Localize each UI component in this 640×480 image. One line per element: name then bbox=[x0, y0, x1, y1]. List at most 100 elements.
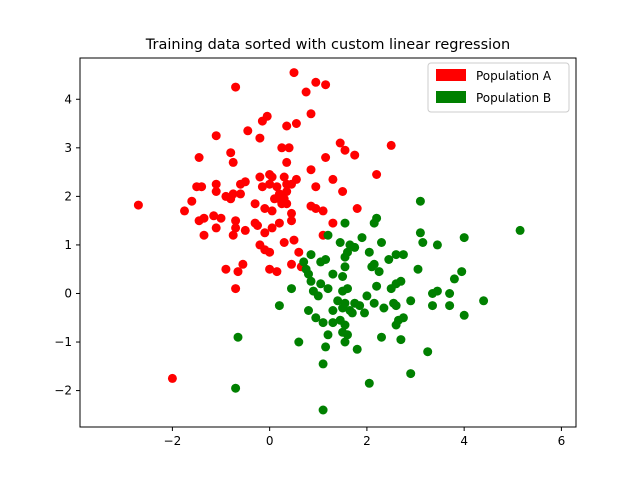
point-population-a-18 bbox=[226, 148, 236, 158]
point-population-a-67 bbox=[216, 213, 226, 223]
point-population-b-90 bbox=[423, 347, 433, 357]
point-population-b-57 bbox=[369, 298, 379, 308]
point-population-a-92 bbox=[238, 259, 248, 269]
point-population-b-86 bbox=[377, 332, 386, 342]
point-population-a-47 bbox=[282, 187, 292, 196]
point-population-b-34 bbox=[316, 279, 326, 289]
point-population-b-51 bbox=[362, 291, 372, 301]
point-population-b-70 bbox=[360, 308, 369, 318]
point-population-b-23 bbox=[340, 252, 350, 262]
point-population-a-93 bbox=[233, 267, 243, 277]
point-population-b-13 bbox=[377, 238, 386, 247]
point-population-a-10 bbox=[211, 131, 221, 141]
point-population-b-24 bbox=[384, 255, 394, 264]
point-population-b-6 bbox=[357, 233, 367, 243]
point-population-a-1 bbox=[311, 77, 321, 87]
y-tick-label: 0 bbox=[64, 286, 72, 300]
point-population-b-59 bbox=[406, 296, 416, 306]
point-population-a-19 bbox=[340, 145, 350, 155]
point-population-a-85 bbox=[279, 238, 289, 247]
point-population-b-1 bbox=[515, 225, 525, 235]
point-population-a-7 bbox=[257, 116, 267, 126]
point-population-a-64 bbox=[318, 206, 328, 216]
point-population-b-22 bbox=[316, 257, 326, 267]
point-population-a-12 bbox=[255, 133, 265, 143]
point-population-a-25 bbox=[372, 170, 382, 179]
point-population-b-27 bbox=[328, 269, 338, 279]
point-population-a-23 bbox=[282, 157, 292, 167]
point-population-a-96 bbox=[287, 259, 296, 269]
point-population-b-28 bbox=[340, 262, 350, 272]
point-population-a-73 bbox=[274, 218, 284, 228]
point-population-a-69 bbox=[194, 216, 204, 226]
point-population-b-5 bbox=[323, 230, 333, 240]
point-population-a-94 bbox=[265, 264, 275, 274]
point-population-a-62 bbox=[287, 208, 296, 218]
point-population-b-9 bbox=[459, 233, 469, 243]
point-population-b-50 bbox=[313, 291, 323, 301]
y-axis: −2 −1 0 1 2 3 4 bbox=[54, 92, 80, 398]
point-population-a-26 bbox=[255, 172, 265, 182]
point-population-b-67 bbox=[391, 301, 401, 311]
point-population-b-40 bbox=[287, 284, 296, 294]
point-population-a-82 bbox=[228, 230, 238, 240]
point-population-b-7 bbox=[415, 228, 425, 238]
point-population-b-45 bbox=[386, 284, 396, 294]
point-population-a-71 bbox=[231, 216, 241, 226]
x-axis: −2 0 2 4 6 bbox=[164, 427, 565, 448]
point-population-b-32 bbox=[457, 267, 467, 277]
point-population-b-17 bbox=[391, 250, 401, 260]
point-population-a-13 bbox=[335, 138, 345, 148]
y-tick-label: −2 bbox=[54, 384, 72, 398]
point-population-a-2 bbox=[321, 80, 331, 90]
point-population-a-70 bbox=[306, 201, 316, 211]
point-population-a-98 bbox=[231, 284, 241, 294]
point-population-a-95 bbox=[272, 267, 282, 277]
point-population-a-17 bbox=[194, 153, 204, 162]
point-population-b-62 bbox=[479, 296, 489, 306]
point-population-b-66 bbox=[379, 303, 389, 313]
point-population-a-0 bbox=[289, 68, 299, 78]
point-population-b-72 bbox=[311, 313, 321, 323]
point-population-b-4 bbox=[340, 218, 350, 228]
point-population-a-24 bbox=[306, 165, 316, 175]
point-population-b-87 bbox=[396, 335, 406, 345]
point-population-a-22 bbox=[228, 157, 238, 167]
point-population-b-83 bbox=[233, 332, 243, 342]
point-population-a-9 bbox=[282, 121, 292, 131]
point-population-a-81 bbox=[199, 230, 209, 240]
point-population-a-58 bbox=[180, 206, 189, 216]
point-population-b-43 bbox=[343, 284, 352, 294]
point-population-b-14 bbox=[418, 238, 428, 247]
point-population-b-0 bbox=[415, 196, 425, 206]
point-population-a-74 bbox=[267, 223, 277, 233]
point-population-a-90 bbox=[265, 247, 275, 257]
point-population-a-33 bbox=[211, 179, 221, 189]
legend-swatch-population-b bbox=[436, 91, 466, 103]
point-population-b-8 bbox=[432, 240, 442, 250]
point-population-a-16 bbox=[277, 143, 287, 153]
point-population-a-43 bbox=[211, 187, 221, 196]
x-tick-label: 0 bbox=[266, 434, 274, 448]
legend-label-population-b: Population B bbox=[476, 91, 551, 105]
point-population-a-38 bbox=[272, 182, 282, 192]
point-population-a-20 bbox=[321, 153, 331, 162]
point-population-a-42 bbox=[311, 182, 321, 192]
chart-title: Training data sorted with custom linear … bbox=[145, 37, 510, 53]
point-population-a-60 bbox=[260, 204, 270, 213]
point-population-b-79 bbox=[391, 320, 401, 330]
point-population-a-57 bbox=[133, 200, 143, 210]
point-population-a-80 bbox=[253, 221, 262, 230]
point-population-a-75 bbox=[287, 216, 296, 226]
point-population-b-56 bbox=[355, 301, 365, 311]
point-population-a-36 bbox=[197, 182, 207, 192]
y-tick-label: −1 bbox=[54, 335, 72, 349]
point-population-a-59 bbox=[250, 199, 260, 209]
point-population-a-99 bbox=[167, 373, 177, 383]
point-population-a-89 bbox=[294, 247, 304, 257]
point-population-a-15 bbox=[284, 143, 294, 153]
point-population-a-78 bbox=[231, 223, 241, 233]
legend-label-population-a: Population A bbox=[476, 69, 552, 83]
legend-swatch-population-a bbox=[436, 69, 466, 81]
